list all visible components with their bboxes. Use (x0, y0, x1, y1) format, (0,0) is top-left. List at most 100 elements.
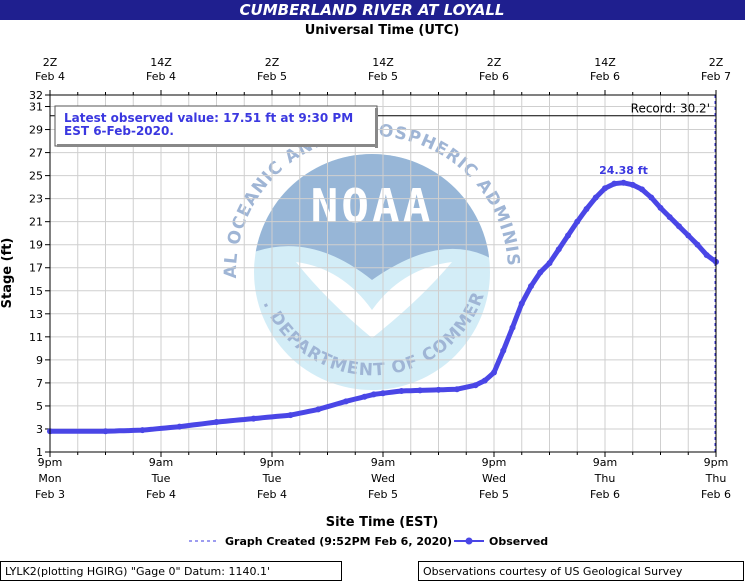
y-tick-label: 1 (36, 446, 43, 459)
annotation-line-2: EST 6-Feb-2020. (64, 124, 174, 138)
observed-point (555, 246, 562, 253)
top-tick-label: 14Z (150, 56, 172, 69)
annotation-box (54, 105, 378, 147)
observed-point (417, 387, 423, 394)
y-tick-label: 5 (36, 400, 43, 413)
observed-point (546, 260, 553, 267)
observed-point (648, 194, 655, 201)
observed-point (287, 412, 294, 419)
watermark-outer-ring (220, 120, 524, 424)
y-tick-label: 25 (29, 170, 43, 183)
y-tick-label: 11 (29, 331, 43, 344)
bottom-tick-time: 9am (149, 456, 173, 469)
peak-label: 24.38 ft (599, 164, 648, 177)
observed-point (639, 186, 645, 193)
y-tick-label: 23 (29, 193, 43, 206)
observed-point (518, 300, 525, 307)
top-tick-label: 14Z (372, 56, 394, 69)
top-tick-date: Feb 6 (590, 70, 620, 83)
observed-point (139, 427, 146, 434)
y-tick-label: 31 (29, 101, 43, 114)
annotation-box-shadow (375, 108, 378, 148)
bottom-tick-time: 9am (371, 456, 395, 469)
bottom-tick-date: Feb 6 (590, 488, 620, 501)
top-tick-date: Feb 5 (257, 70, 287, 83)
bottom-tick-date: Feb 5 (368, 488, 398, 501)
y-tick-label: 27 (29, 147, 43, 160)
observed-point (537, 269, 544, 276)
observed-point (629, 181, 636, 188)
watermark-bird (296, 262, 452, 338)
top-tick-date: Feb 6 (479, 70, 509, 83)
legend: Graph Created (9:52PM Feb 6, 2020) Obser… (189, 535, 548, 548)
annotation-box-shadow-bottom (57, 144, 378, 147)
top-tick-label: 14Z (594, 56, 616, 69)
bottom-tick-date: Feb 5 (479, 488, 509, 501)
bottom-tick-time: 9pm (482, 456, 507, 469)
record-label: Record: 30.2' (631, 102, 710, 116)
legend-graph-created-label: Graph Created (9:52PM Feb 6, 2020) (225, 535, 452, 548)
bottom-tick-day: Wed (371, 472, 395, 485)
bottom-tick-day: Tue (262, 472, 282, 485)
title-bar (0, 0, 745, 20)
bottom-tick-date: Feb 3 (35, 488, 65, 501)
y-tick-label: 13 (29, 308, 43, 321)
observed-point (676, 223, 682, 230)
observed-point (574, 218, 581, 225)
bottom-tick-day: Wed (482, 472, 506, 485)
annotation-text: Latest observed value: 17.51 ft at 9:30 … (64, 111, 357, 138)
observed-point (491, 369, 497, 376)
bottom-tick-date: Feb 4 (146, 488, 176, 501)
observed-point (583, 206, 590, 213)
observed-point (370, 391, 377, 398)
watermark-inner-disc (254, 154, 490, 390)
observed-point (315, 406, 322, 413)
top-axis-title: Universal Time (UTC) (305, 23, 460, 38)
top-tick-label: 2Z (43, 56, 58, 69)
bottom-tick-day: Thu (594, 472, 616, 485)
top-tick-label: 2Z (709, 56, 724, 69)
observed-point (620, 179, 627, 186)
observed-point (250, 415, 257, 422)
chart-title: CUMBERLAND RIVER AT LOYALL (240, 1, 505, 19)
observed-point (102, 428, 109, 435)
bottom-tick-time: 9pm (704, 456, 729, 469)
legend-observed-label: Observed (489, 535, 548, 548)
watermark-sky (254, 154, 490, 280)
observed-point (398, 387, 405, 394)
footer-credit: Observations courtesy of US Geological S… (418, 561, 744, 581)
observed-series-points (47, 179, 719, 435)
observed-point (657, 204, 664, 211)
observed-point (481, 377, 488, 384)
top-tick-date: Feb 5 (368, 70, 398, 83)
bottom-tick-date: Feb 4 (257, 488, 287, 501)
observed-point (361, 393, 368, 400)
grid (49, 94, 717, 453)
observed-point (435, 386, 442, 393)
top-tick-label: 2Z (487, 56, 502, 69)
noaa-watermark-logo: NOAA NATIONAL OCEANIC AND ATMOSPHERIC AD… (0, 0, 524, 424)
observed-point (592, 194, 599, 201)
bottom-tick-time: 9am (593, 456, 617, 469)
y-tick-label: 9 (36, 354, 43, 367)
observed-point (454, 386, 460, 393)
observed-point (343, 398, 349, 405)
y-tick-label: 29 (29, 124, 43, 137)
y-tick-label: 21 (29, 216, 43, 229)
observed-point (602, 185, 608, 192)
annotation-line-1: Latest observed value: 17.51 ft at 9:30 … (64, 111, 353, 125)
observed-point (472, 382, 479, 389)
plot-frame (49, 94, 717, 453)
bottom-axis-title: Site Time (EST) (326, 515, 439, 530)
bottom-tick-time: 9pm (260, 456, 285, 469)
y-axis-label: Stage (ft) (0, 238, 15, 309)
watermark-logo-text: NOAA (311, 179, 434, 233)
top-tick-date: Feb 4 (35, 70, 65, 83)
bottom-tick-day: Thu (705, 472, 727, 485)
observed-point (213, 419, 220, 426)
bottom-tick-day: Mon (38, 472, 61, 485)
observed-point (380, 390, 386, 397)
y-tick-label: 32 (29, 89, 43, 102)
